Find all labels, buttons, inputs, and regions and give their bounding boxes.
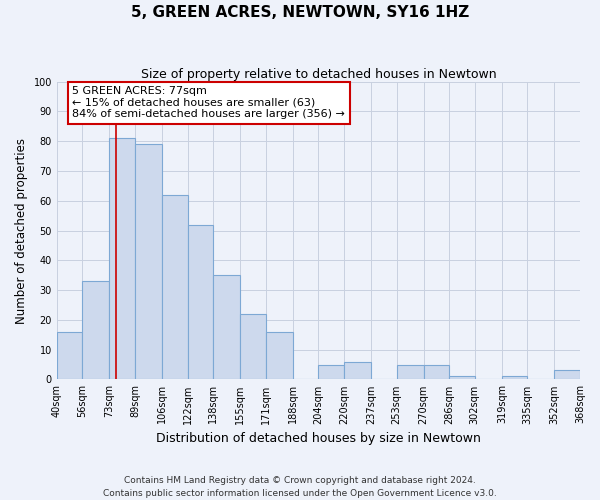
Bar (344, 362, 371, 380)
Text: Contains HM Land Registry data © Crown copyright and database right 2024.
Contai: Contains HM Land Registry data © Crown c… (103, 476, 497, 498)
Text: 5 GREEN ACRES: 77sqm
← 15% of detached houses are smaller (63)
84% of semi-detac: 5 GREEN ACRES: 77sqm ← 15% of detached h… (73, 86, 346, 120)
Bar (397, 364, 424, 380)
Y-axis label: Number of detached properties: Number of detached properties (15, 138, 28, 324)
Bar (240, 314, 266, 380)
Bar (266, 332, 293, 380)
Bar (449, 376, 475, 380)
Bar (109, 138, 135, 380)
X-axis label: Distribution of detached houses by size in Newtown: Distribution of detached houses by size … (156, 432, 481, 445)
Bar (57, 332, 82, 380)
Title: Size of property relative to detached houses in Newtown: Size of property relative to detached ho… (140, 68, 496, 80)
Bar (424, 364, 449, 380)
Bar (82, 281, 109, 380)
Bar (502, 376, 527, 380)
Text: 5, GREEN ACRES, NEWTOWN, SY16 1HZ: 5, GREEN ACRES, NEWTOWN, SY16 1HZ (131, 5, 469, 20)
Bar (162, 195, 188, 380)
Bar (213, 275, 240, 380)
Bar (188, 224, 213, 380)
Bar (319, 364, 344, 380)
Bar (554, 370, 580, 380)
Bar (135, 144, 162, 380)
